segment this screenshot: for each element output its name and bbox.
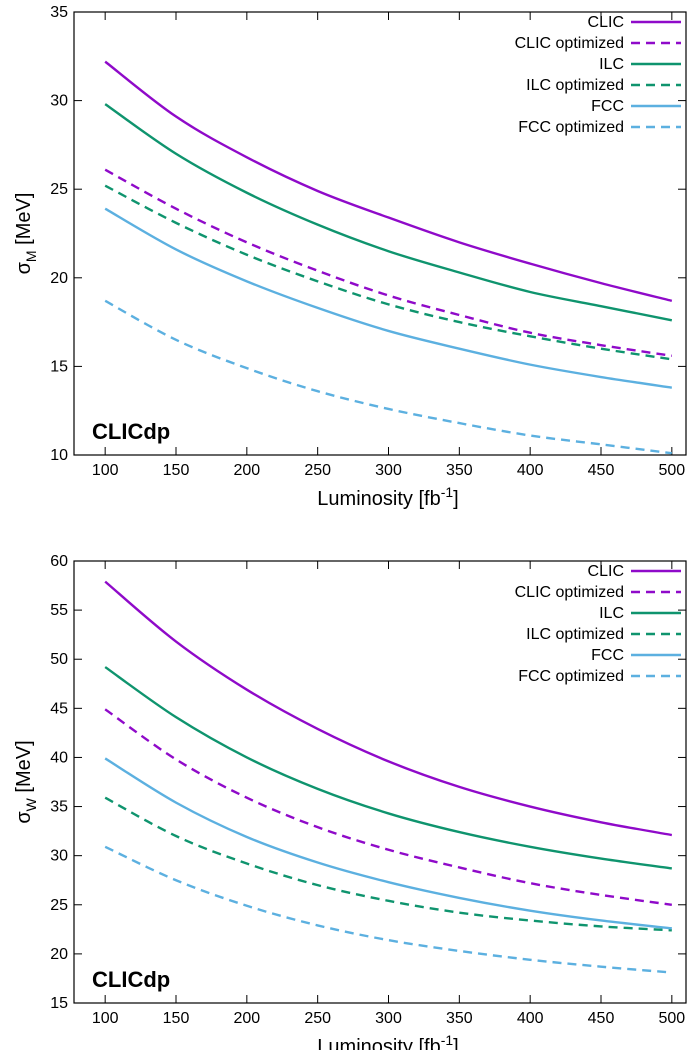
x-tick-label: 150 [163, 1010, 190, 1027]
y-tick-label: 15 [50, 358, 68, 375]
series-line-ilc [104, 666, 672, 870]
legend-entry-label: FCC optimized [518, 668, 624, 685]
x-tick-label: 500 [658, 462, 685, 479]
corner-label: CLICdp [92, 419, 170, 444]
plot-frame [73, 560, 687, 1004]
x-tick-label: 250 [304, 1010, 331, 1027]
y-tick-label: 10 [50, 447, 68, 464]
legend-entry-label: ILC optimized [526, 626, 624, 643]
y-tick-label: 25 [50, 897, 68, 914]
y-tick-label: 35 [50, 799, 68, 816]
legend-entry-label: ILC optimized [526, 77, 624, 94]
y-tick-label: 35 [50, 4, 68, 21]
y-axis-title: σM [MeV] [13, 193, 39, 275]
x-tick-label: 400 [517, 1010, 544, 1027]
series-line-ilc-optimized [104, 796, 672, 932]
legend-entry-label: FCC [591, 98, 624, 115]
series-line-ilc-optimized [104, 184, 673, 361]
x-tick-label: 300 [375, 1010, 402, 1027]
x-tick-label: 150 [163, 462, 190, 479]
y-tick-label: 25 [50, 181, 68, 198]
x-tick-label: 450 [588, 462, 615, 479]
x-tick-label: 250 [304, 462, 331, 479]
y-tick-label: 20 [50, 946, 68, 963]
legend-entry-label: FCC [591, 647, 624, 664]
x-tick-label: 350 [446, 1010, 473, 1027]
legend-entry-label: CLIC optimized [515, 35, 624, 52]
corner-label: CLICdp [92, 967, 170, 992]
series-line-clic [104, 580, 673, 837]
series-line-fcc [104, 757, 672, 930]
x-tick-label: 400 [517, 462, 544, 479]
y-tick-label: 30 [50, 93, 68, 110]
y-tick-label: 55 [50, 602, 68, 619]
series-line-ilc [104, 103, 673, 322]
chart-sigma-m: 100 150 200 250 300 350 400 450 500 10 15 20 25 30 35 C… [13, 4, 687, 510]
series-line-fcc [104, 207, 673, 389]
legend-entry-label: CLIC [588, 14, 624, 31]
x-tick-label: 350 [446, 462, 473, 479]
x-tick-label: 200 [233, 462, 260, 479]
x-axis-title: Luminosity [fb-1] [317, 1032, 458, 1050]
chart-sigma-w: 100 150 200 250 300 350 400 450 500 15 20 25 30 35 40 4… [13, 553, 687, 1050]
x-axis-title: Luminosity [fb-1] [317, 484, 458, 510]
x-tick-label: 100 [92, 462, 119, 479]
series-line-fcc-optimized [104, 299, 672, 455]
series-line-clic-optimized [104, 708, 672, 906]
y-tick-label: 30 [50, 848, 68, 865]
legend-entry-label: ILC [599, 56, 624, 73]
plot-frame [73, 11, 687, 456]
series-line-clic [104, 60, 673, 303]
y-axis-title: σW [MeV] [13, 740, 39, 823]
x-tick-label: 300 [375, 462, 402, 479]
x-tick-label: 100 [92, 1010, 119, 1027]
y-tick-label: 20 [50, 270, 68, 287]
series-line-clic-optimized [104, 168, 673, 357]
x-tick-label: 450 [588, 1010, 615, 1027]
legend-entry-label: CLIC optimized [515, 584, 624, 601]
x-tick-label: 500 [658, 1010, 685, 1027]
y-tick-label: 50 [50, 651, 68, 668]
x-tick-label: 200 [233, 1010, 260, 1027]
y-tick-label: 15 [50, 995, 68, 1012]
legend-entry-label: FCC optimized [518, 119, 624, 136]
y-tick-label: 45 [50, 700, 68, 717]
y-tick-label: 60 [50, 553, 68, 570]
y-tick-label: 40 [50, 749, 68, 766]
legend-entry-label: CLIC [588, 563, 624, 580]
legend-entry-label: ILC [599, 605, 624, 622]
series-line-fcc-optimized [104, 845, 672, 974]
